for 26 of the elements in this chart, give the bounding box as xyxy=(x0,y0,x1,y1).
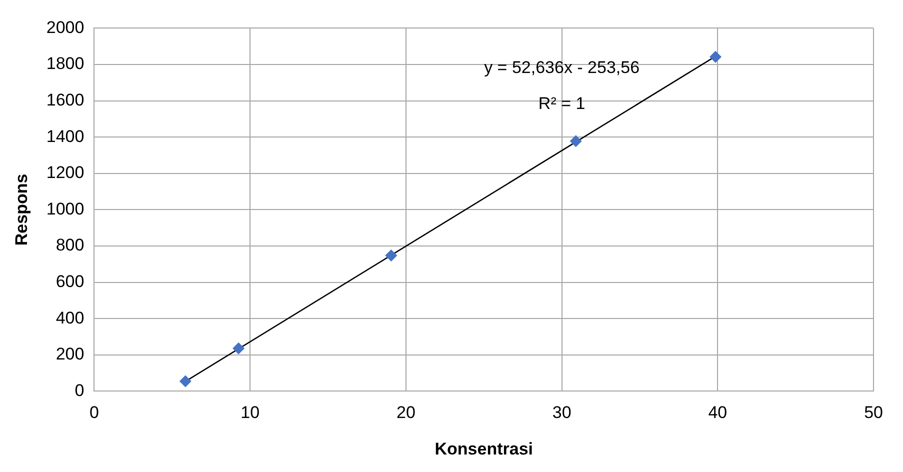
point xyxy=(710,50,722,63)
x-tick-label: 10 xyxy=(240,403,260,422)
x-tick-label: 20 xyxy=(396,403,416,422)
y-tick-label: 1400 xyxy=(46,126,84,146)
y-axis-title: Respons xyxy=(12,174,31,246)
y-tick-label: 400 xyxy=(56,308,84,328)
x-tick-label: 40 xyxy=(708,403,728,422)
y-tick-label: 0 xyxy=(74,380,84,400)
point xyxy=(179,375,192,388)
y-tick-label: 1800 xyxy=(46,54,84,74)
point xyxy=(570,135,582,148)
x-axis-title: Konsentrasi xyxy=(434,439,534,458)
y-tick-label: 800 xyxy=(56,236,84,255)
y-tick-label: 600 xyxy=(56,272,84,291)
point xyxy=(232,342,245,354)
x-tick-label: 0 xyxy=(89,403,99,422)
x-tick-label: 30 xyxy=(552,403,572,422)
y-tick-label: 2000 xyxy=(46,18,84,37)
point xyxy=(385,249,398,262)
annotation: y = 52,636x - 253,56 xyxy=(484,58,640,77)
annotation: R² = 1 xyxy=(538,94,586,113)
y-tick-label: 200 xyxy=(56,344,84,364)
y-tick-label: 1000 xyxy=(46,199,84,218)
x-tick-label: 50 xyxy=(864,403,884,422)
y-tick-label: 1200 xyxy=(46,163,84,182)
y-tick-label: 1600 xyxy=(46,90,84,110)
